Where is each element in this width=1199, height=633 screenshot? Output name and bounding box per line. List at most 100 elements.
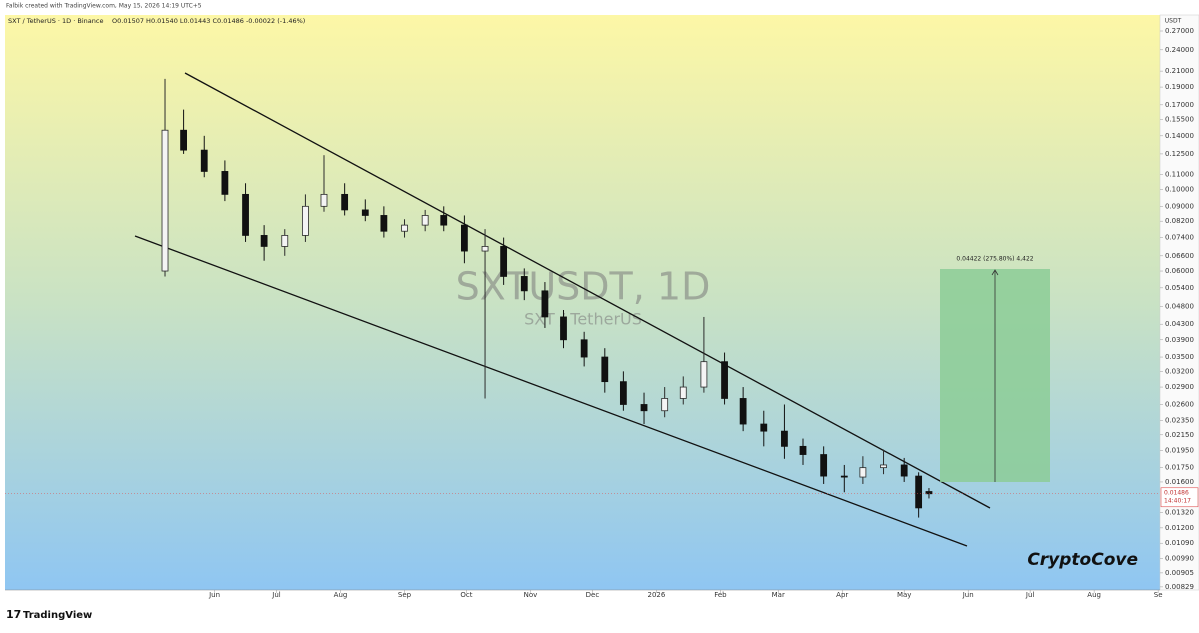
y-tick-label: 0.01090 bbox=[1165, 539, 1194, 547]
y-tick-label: 0.04800 bbox=[1165, 303, 1194, 311]
y-tick-label: 0.14000 bbox=[1165, 132, 1194, 140]
y-tick-label: 0.17000 bbox=[1165, 101, 1194, 109]
y-tick-label: 0.02350 bbox=[1165, 417, 1194, 425]
y-tick-label: 0.02900 bbox=[1165, 383, 1194, 391]
x-tick-label: Oct bbox=[460, 591, 472, 599]
credit: Falbik created with TradingView.com, May… bbox=[6, 3, 202, 10]
y-tick-label: 0.08200 bbox=[1165, 217, 1194, 225]
x-tick-label: Jul bbox=[271, 591, 281, 599]
candle-body bbox=[281, 235, 289, 247]
candle-body bbox=[180, 129, 187, 151]
x-tick-label: Jun bbox=[208, 591, 220, 599]
symbol-line: SXT / TetherUS · 1D · Binance bbox=[8, 17, 103, 25]
candle-body bbox=[679, 386, 687, 399]
candle-body bbox=[601, 356, 609, 383]
candle-body bbox=[260, 235, 268, 247]
candle-body bbox=[221, 171, 229, 195]
candle-body bbox=[541, 290, 549, 318]
candle-body bbox=[799, 445, 807, 455]
countdown: 14:40:17 bbox=[1164, 497, 1191, 504]
candle-body bbox=[500, 246, 508, 277]
y-tick-label: 0.01320 bbox=[1165, 509, 1194, 517]
footer-logo: 17 bbox=[6, 608, 21, 621]
candle-body bbox=[739, 398, 747, 425]
candle-body bbox=[840, 475, 848, 478]
candle-body bbox=[460, 224, 468, 252]
watermark-sub: SXT / TetherUS bbox=[524, 310, 642, 329]
y-tick-label: 0.07400 bbox=[1165, 234, 1194, 242]
y-tick-label: 0.00829 bbox=[1165, 583, 1194, 591]
y-tick-label: 0.19000 bbox=[1165, 83, 1194, 91]
candle-body bbox=[200, 149, 208, 172]
y-tick-label: 0.12500 bbox=[1165, 150, 1194, 158]
x-tick-label: Dec bbox=[586, 591, 600, 599]
y-tick-label: 0.02600 bbox=[1165, 400, 1194, 408]
candle-body bbox=[361, 209, 369, 216]
x-tick-label: 2026 bbox=[648, 591, 666, 599]
last-price-box bbox=[1160, 487, 1199, 508]
y-tick-label: 0.03200 bbox=[1165, 367, 1194, 375]
watermark: SXTUSDT, 1D bbox=[456, 265, 711, 309]
candle-body bbox=[859, 467, 867, 478]
candle-body bbox=[760, 423, 768, 432]
y-tick-label: 0.24000 bbox=[1165, 46, 1194, 54]
candle-body bbox=[820, 454, 828, 477]
y-tick-label: 0.01750 bbox=[1165, 464, 1194, 472]
axes: 0.27000 0.24000 0.21000 0.19000 0.17000 0.155… bbox=[5, 27, 1199, 599]
x-tick-label: Nov bbox=[524, 591, 538, 599]
candle-body bbox=[900, 464, 908, 477]
candle-body bbox=[320, 193, 328, 207]
candle-body bbox=[302, 205, 309, 236]
candle-body bbox=[640, 404, 648, 412]
x-tick-label: Se bbox=[1154, 591, 1163, 599]
candle-body bbox=[341, 193, 349, 211]
x-tick-label: Apr bbox=[836, 591, 848, 599]
x-tick-label: May bbox=[897, 591, 911, 599]
y-tick-label: 0.00905 bbox=[1165, 569, 1194, 577]
x-tick-label: Feb bbox=[714, 591, 727, 599]
y-tick-label: 0.01950 bbox=[1165, 446, 1194, 454]
y-tick-label: 0.01600 bbox=[1165, 478, 1194, 486]
y-tick-label: 0.21000 bbox=[1165, 67, 1194, 75]
y-tick-label: 0.04300 bbox=[1165, 320, 1194, 328]
y-tick-label: 0.11000 bbox=[1165, 170, 1194, 178]
y-tick-label: 0.15500 bbox=[1165, 116, 1194, 124]
y-tick-label: 0.03500 bbox=[1165, 353, 1194, 361]
candle-body bbox=[161, 129, 169, 272]
measure-arrow-head bbox=[991, 269, 999, 276]
candle-body bbox=[242, 193, 249, 236]
x-tick-label: Mar bbox=[772, 591, 785, 599]
x-tick-label: Jul bbox=[1025, 591, 1035, 599]
trend-line-upper bbox=[184, 72, 991, 509]
y-tick-label: 0.00990 bbox=[1165, 555, 1194, 563]
candle-body bbox=[781, 430, 788, 447]
x-tick-label: Sep bbox=[398, 591, 412, 599]
candle-body bbox=[619, 381, 627, 405]
x-tick-label: Aug bbox=[1087, 591, 1101, 599]
candle-body bbox=[700, 361, 708, 388]
footer-brand: TradingView bbox=[23, 610, 92, 621]
y-tick-label: 0.02150 bbox=[1165, 431, 1194, 439]
measure-label: 0.04422 (275.80%) 4,422 bbox=[956, 256, 1033, 263]
candle-body bbox=[580, 339, 588, 358]
y-tick-label: 0.06000 bbox=[1165, 267, 1194, 275]
candle-body bbox=[880, 464, 887, 469]
trend-line-lower bbox=[134, 235, 968, 547]
candle-body bbox=[520, 276, 528, 292]
footer bbox=[0, 600, 1199, 629]
y-tick-label: 0.05400 bbox=[1165, 284, 1194, 292]
y-tick-label: 0.27000 bbox=[1165, 27, 1194, 35]
candle-body bbox=[421, 215, 429, 226]
y-tick-label: 0.01200 bbox=[1165, 524, 1194, 532]
candle-body bbox=[401, 224, 408, 232]
last-price-label: 0.01486 bbox=[1164, 489, 1189, 496]
candle-body bbox=[721, 361, 728, 399]
x-tick-label: Jun bbox=[962, 591, 974, 599]
signature: CryptoCove bbox=[1027, 550, 1138, 570]
candle-body bbox=[481, 246, 489, 252]
y-tick-label: 0.03900 bbox=[1165, 336, 1194, 344]
candle-body bbox=[440, 215, 448, 226]
axis-title: USDT bbox=[1165, 18, 1182, 25]
ohlc-line: O0.01507 H0.01540 L0.01443 C0.01486 -0.0… bbox=[112, 17, 305, 25]
